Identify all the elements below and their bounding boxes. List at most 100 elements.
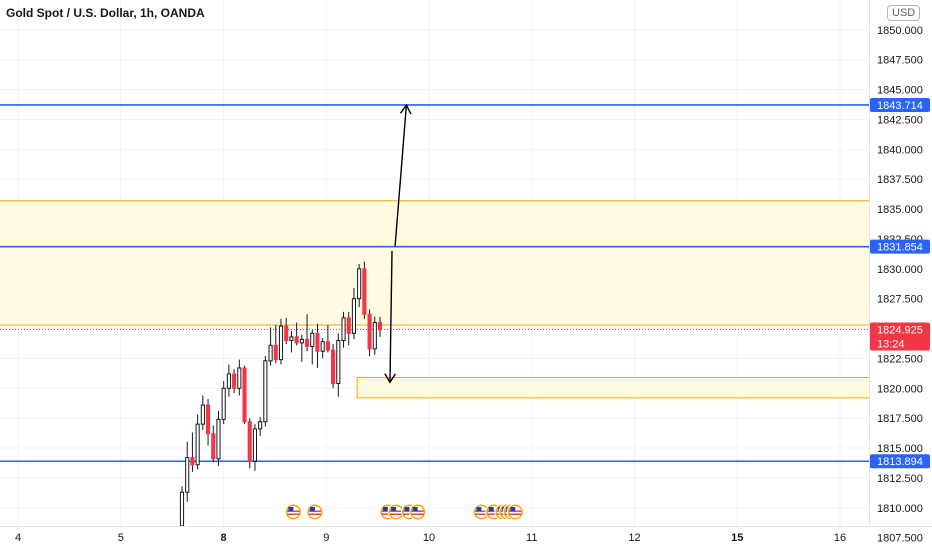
candle-body xyxy=(211,433,216,460)
us-flag-icon-canton xyxy=(488,507,494,511)
candle-body xyxy=(273,344,278,361)
candle-body xyxy=(232,373,237,389)
us-flag-icon-stripe xyxy=(411,510,424,512)
x-tick-label: 10 xyxy=(423,532,435,544)
y-tick-label: 1830.000 xyxy=(877,264,923,276)
us-flag-icon-stripe xyxy=(509,510,522,512)
y-tick-label: 1837.500 xyxy=(877,174,923,186)
x-tick-label: 12 xyxy=(628,532,640,544)
y-tick-label: 1812.500 xyxy=(877,473,923,485)
candle-body xyxy=(377,322,383,331)
candle-body xyxy=(341,317,346,342)
price-tag xyxy=(870,97,930,112)
candle-body xyxy=(179,491,185,527)
time-axis[interactable]: 4 5 8 9 10 11 12 15 16 xyxy=(15,532,846,544)
y-tick-label: 1842.500 xyxy=(877,114,923,126)
candle-body xyxy=(242,367,247,423)
candle-body xyxy=(299,338,304,344)
price-tag-label: 1843.714 xyxy=(877,100,923,112)
us-flag-icon-stripe xyxy=(287,510,300,512)
economic-events xyxy=(284,503,524,521)
x-tick-label: 16 xyxy=(834,532,846,544)
candle-body xyxy=(237,367,242,389)
us-flag-icon-stripe xyxy=(308,510,321,512)
us-flag-icon-stripe xyxy=(403,513,416,515)
y-tick-label: 1827.500 xyxy=(877,294,923,306)
price-tag-label: 1813.894 xyxy=(877,456,923,468)
candle-body xyxy=(325,341,330,351)
us-flag-icon-stripe xyxy=(487,513,500,515)
y-tick-label: 1847.500 xyxy=(877,55,923,67)
arrow-head xyxy=(399,103,412,115)
us-flag-icon-stripe xyxy=(308,513,321,515)
candle-body xyxy=(226,373,231,389)
candle-body xyxy=(190,457,195,466)
us-flag-icon-canton xyxy=(476,507,482,511)
currency-button[interactable]: USD xyxy=(887,5,921,21)
candlestick-series xyxy=(179,261,383,527)
candle-body xyxy=(195,423,200,466)
price-tag-label: 1824.925 xyxy=(877,324,923,336)
us-flag-icon-canton xyxy=(510,507,516,511)
us-flag-icon-stripe xyxy=(487,510,500,512)
candle-body xyxy=(200,404,205,425)
arrow-shaft xyxy=(389,250,393,383)
candle-body xyxy=(284,325,289,342)
arrow-shaft xyxy=(394,105,408,247)
candle-body xyxy=(258,421,263,430)
candle-body xyxy=(336,340,341,385)
us-flag-icon-stripe xyxy=(287,513,300,515)
x-tick-label: 8 xyxy=(220,532,226,544)
y-tick-label: 1815.000 xyxy=(877,443,923,455)
price-labels: 1843.714 1831.854 1813.894 1824.925 13:24 xyxy=(870,97,930,469)
candle-body xyxy=(346,317,351,334)
us-flag-icon-stripe xyxy=(390,513,403,515)
x-tick-label: 4 xyxy=(15,532,21,544)
candle-body xyxy=(247,421,252,462)
zone-fill xyxy=(357,377,869,398)
candle-body xyxy=(372,322,377,350)
us-flag-icon-canton xyxy=(412,507,418,511)
candle-body xyxy=(320,341,325,352)
candle-body xyxy=(216,418,221,460)
price-tag xyxy=(870,454,930,469)
y-tick-label: 1807.500 xyxy=(877,533,923,545)
y-tick-label: 1817.500 xyxy=(877,413,923,425)
candle-body xyxy=(362,268,367,315)
us-flag-icon-stripe xyxy=(390,510,403,512)
y-tick-label: 1850.000 xyxy=(877,25,923,37)
candle-body xyxy=(310,332,315,347)
price-tag-countdown: 13:24 xyxy=(877,338,905,350)
us-flag-icon-stripe xyxy=(475,510,488,512)
candle-body xyxy=(185,457,190,493)
x-tick-label: 9 xyxy=(323,532,329,544)
candle-body xyxy=(304,338,310,347)
x-tick-label: 11 xyxy=(526,532,537,544)
candle-body xyxy=(351,298,357,334)
y-tick-label: 1810.000 xyxy=(877,503,923,515)
us-flag-icon-stripe xyxy=(381,513,394,515)
candle-body xyxy=(205,404,211,435)
horizontal-levels xyxy=(0,104,869,463)
us-flag-icon-stripe xyxy=(475,513,488,515)
candle-body xyxy=(252,428,258,462)
us-flag-icon-canton xyxy=(391,507,397,511)
candle-body xyxy=(221,387,226,420)
price-tag xyxy=(870,239,930,254)
candle-body xyxy=(294,336,299,344)
y-tick-label: 1845.000 xyxy=(877,85,923,97)
zone-fill xyxy=(0,200,869,325)
arrow-drawings xyxy=(384,103,412,384)
us-flag-icon-canton xyxy=(404,507,410,511)
candle-body xyxy=(357,268,362,300)
chart-title: Gold Spot / U.S. Dollar, 1h, OANDA xyxy=(6,6,205,20)
us-flag-icon-stripe xyxy=(411,513,424,515)
candle-body xyxy=(331,349,336,385)
x-tick-label: 15 xyxy=(731,532,743,544)
supply-demand-zones xyxy=(0,200,869,399)
price-tag-label: 1831.854 xyxy=(877,242,923,254)
x-tick-label: 5 xyxy=(118,532,124,544)
y-tick-label: 1820.000 xyxy=(877,383,923,395)
candle-body xyxy=(289,336,294,342)
